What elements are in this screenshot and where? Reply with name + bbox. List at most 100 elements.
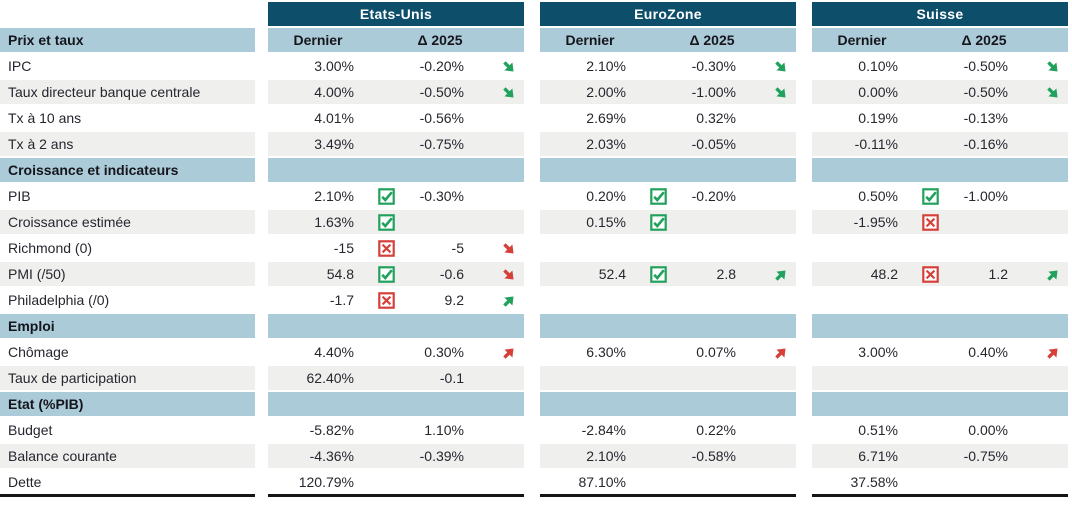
us-dernier-cell: 4.01% bbox=[268, 106, 368, 130]
column-gap bbox=[255, 288, 268, 312]
ch-dernier-cell: 0.19% bbox=[812, 106, 912, 130]
row-label: Budget bbox=[0, 418, 255, 442]
section-row: Croissance et indicateurs bbox=[0, 158, 1068, 182]
us-arrow-cell bbox=[476, 444, 524, 468]
ch-check-cell bbox=[912, 418, 948, 442]
section-row: Etat (%PIB) bbox=[0, 392, 1068, 416]
ez-delta-cell bbox=[676, 288, 748, 312]
column-gap bbox=[255, 210, 268, 234]
ez-arrow-header bbox=[748, 28, 796, 52]
ez-check-cell bbox=[640, 288, 676, 312]
column-gap bbox=[796, 132, 812, 156]
ch-dernier-cell: 0.00% bbox=[812, 80, 912, 104]
data-row: Tx à 10 ans 4.01% -0.56% 2.69% 0.32% 0.19% -0.… bbox=[0, 106, 1068, 130]
data-row: Tx à 2 ans 3.49% -0.75% 2.03% -0.05% -0.11% -0… bbox=[0, 132, 1068, 156]
us-dernier-cell: -4.36% bbox=[268, 444, 368, 468]
row-label: Tx à 2 ans bbox=[0, 132, 255, 156]
data-row: PMI (/50) 54.8 -0.6 52.4 2.8 48.2 1.2 bbox=[0, 262, 1068, 286]
us-delta-cell: 9.2 bbox=[404, 288, 476, 312]
ez-check-cell bbox=[640, 132, 676, 156]
ez-check-cell bbox=[640, 210, 676, 234]
column-gap bbox=[524, 2, 540, 26]
column-gap bbox=[796, 236, 812, 260]
column-gap bbox=[255, 262, 268, 286]
column-gap bbox=[796, 366, 812, 390]
ez-section-band bbox=[540, 314, 796, 338]
us-arrow-cell bbox=[476, 262, 524, 286]
us-arrow-cell bbox=[476, 210, 524, 234]
column-gap bbox=[255, 470, 268, 497]
group-title-us: Etats-Unis bbox=[268, 2, 524, 26]
ez-dernier-cell: -2.84% bbox=[540, 418, 640, 442]
ch-arrow-cell bbox=[1020, 366, 1068, 390]
ch-dernier-cell: 0.50% bbox=[812, 184, 912, 208]
us-arrow-cell bbox=[476, 470, 524, 497]
column-gap bbox=[524, 80, 540, 104]
column-gap bbox=[255, 80, 268, 104]
column-gap bbox=[255, 418, 268, 442]
ch-dernier-cell: 0.51% bbox=[812, 418, 912, 442]
ez-delta-header: Δ 2025 bbox=[676, 28, 748, 52]
us-arrow-cell bbox=[476, 106, 524, 130]
column-gap bbox=[255, 314, 268, 338]
us-delta-cell: -0.75% bbox=[404, 132, 476, 156]
down-green-arrow-icon bbox=[1047, 86, 1058, 98]
column-gap bbox=[524, 418, 540, 442]
up-green-arrow-icon bbox=[1047, 270, 1058, 281]
us-check-cell bbox=[368, 54, 404, 78]
us-arrow-cell bbox=[476, 80, 524, 104]
check-box-icon bbox=[649, 188, 667, 205]
data-row: PIB 2.10% -0.30% 0.20% -0.20% 0.50% -1.00% bbox=[0, 184, 1068, 208]
section-label-prix-et-taux: Prix et taux bbox=[0, 28, 255, 52]
column-gap bbox=[796, 210, 812, 234]
us-delta-cell: -0.30% bbox=[404, 184, 476, 208]
us-delta-cell: -0.56% bbox=[404, 106, 476, 130]
column-gap bbox=[524, 288, 540, 312]
ez-arrow-cell bbox=[748, 288, 796, 312]
ez-arrow-cell bbox=[748, 184, 796, 208]
data-row: Chômage 4.40% 0.30% 6.30% 0.07% 3.00% 0.40% bbox=[0, 340, 1068, 364]
section-row: Emploi bbox=[0, 314, 1068, 338]
us-dernier-cell: 2.10% bbox=[268, 184, 368, 208]
up-red-arrow-icon bbox=[1047, 348, 1058, 359]
us-dernier-cell: -1.7 bbox=[268, 288, 368, 312]
us-section-band bbox=[268, 158, 524, 182]
us-dernier-cell: 3.00% bbox=[268, 54, 368, 78]
ch-dernier-cell bbox=[812, 366, 912, 390]
down-green-arrow-icon bbox=[1047, 60, 1058, 72]
ch-delta-cell bbox=[948, 288, 1020, 312]
ez-delta-cell: -0.58% bbox=[676, 444, 748, 468]
ch-dernier-cell: 3.00% bbox=[812, 340, 912, 364]
ch-check-cell bbox=[912, 236, 948, 260]
ch-check-cell bbox=[912, 210, 948, 234]
us-dernier-cell: 4.00% bbox=[268, 80, 368, 104]
ch-check-cell bbox=[912, 470, 948, 497]
us-arrow-cell bbox=[476, 418, 524, 442]
section-label: Emploi bbox=[0, 314, 255, 338]
column-gap bbox=[796, 288, 812, 312]
data-row: IPC 3.00% -0.20% 2.10% -0.30% 0.10% -0.50% bbox=[0, 54, 1068, 78]
row-label: Taux de participation bbox=[0, 366, 255, 390]
section-label: Croissance et indicateurs bbox=[0, 158, 255, 182]
ez-check-cell bbox=[640, 444, 676, 468]
ch-dernier-cell: 48.2 bbox=[812, 262, 912, 286]
ch-delta-cell: -0.50% bbox=[948, 54, 1020, 78]
column-gap bbox=[524, 262, 540, 286]
ez-check-cell bbox=[640, 418, 676, 442]
us-dernier-cell: 62.40% bbox=[268, 366, 368, 390]
ch-arrow-cell bbox=[1020, 106, 1068, 130]
us-check-cell bbox=[368, 184, 404, 208]
ez-dernier-cell bbox=[540, 288, 640, 312]
us-check-cell bbox=[368, 366, 404, 390]
us-check-cell bbox=[368, 340, 404, 364]
down-red-arrow-icon bbox=[503, 268, 514, 280]
ch-dernier-cell: 37.58% bbox=[812, 470, 912, 497]
column-gap bbox=[796, 184, 812, 208]
ch-check-cell bbox=[912, 444, 948, 468]
column-gap bbox=[524, 210, 540, 234]
data-row: Budget -5.82% 1.10% -2.84% 0.22% 0.51% 0.00% bbox=[0, 418, 1068, 442]
column-gap bbox=[255, 54, 268, 78]
column-gap bbox=[524, 54, 540, 78]
column-gap bbox=[796, 28, 812, 52]
down-green-arrow-icon bbox=[503, 86, 514, 98]
